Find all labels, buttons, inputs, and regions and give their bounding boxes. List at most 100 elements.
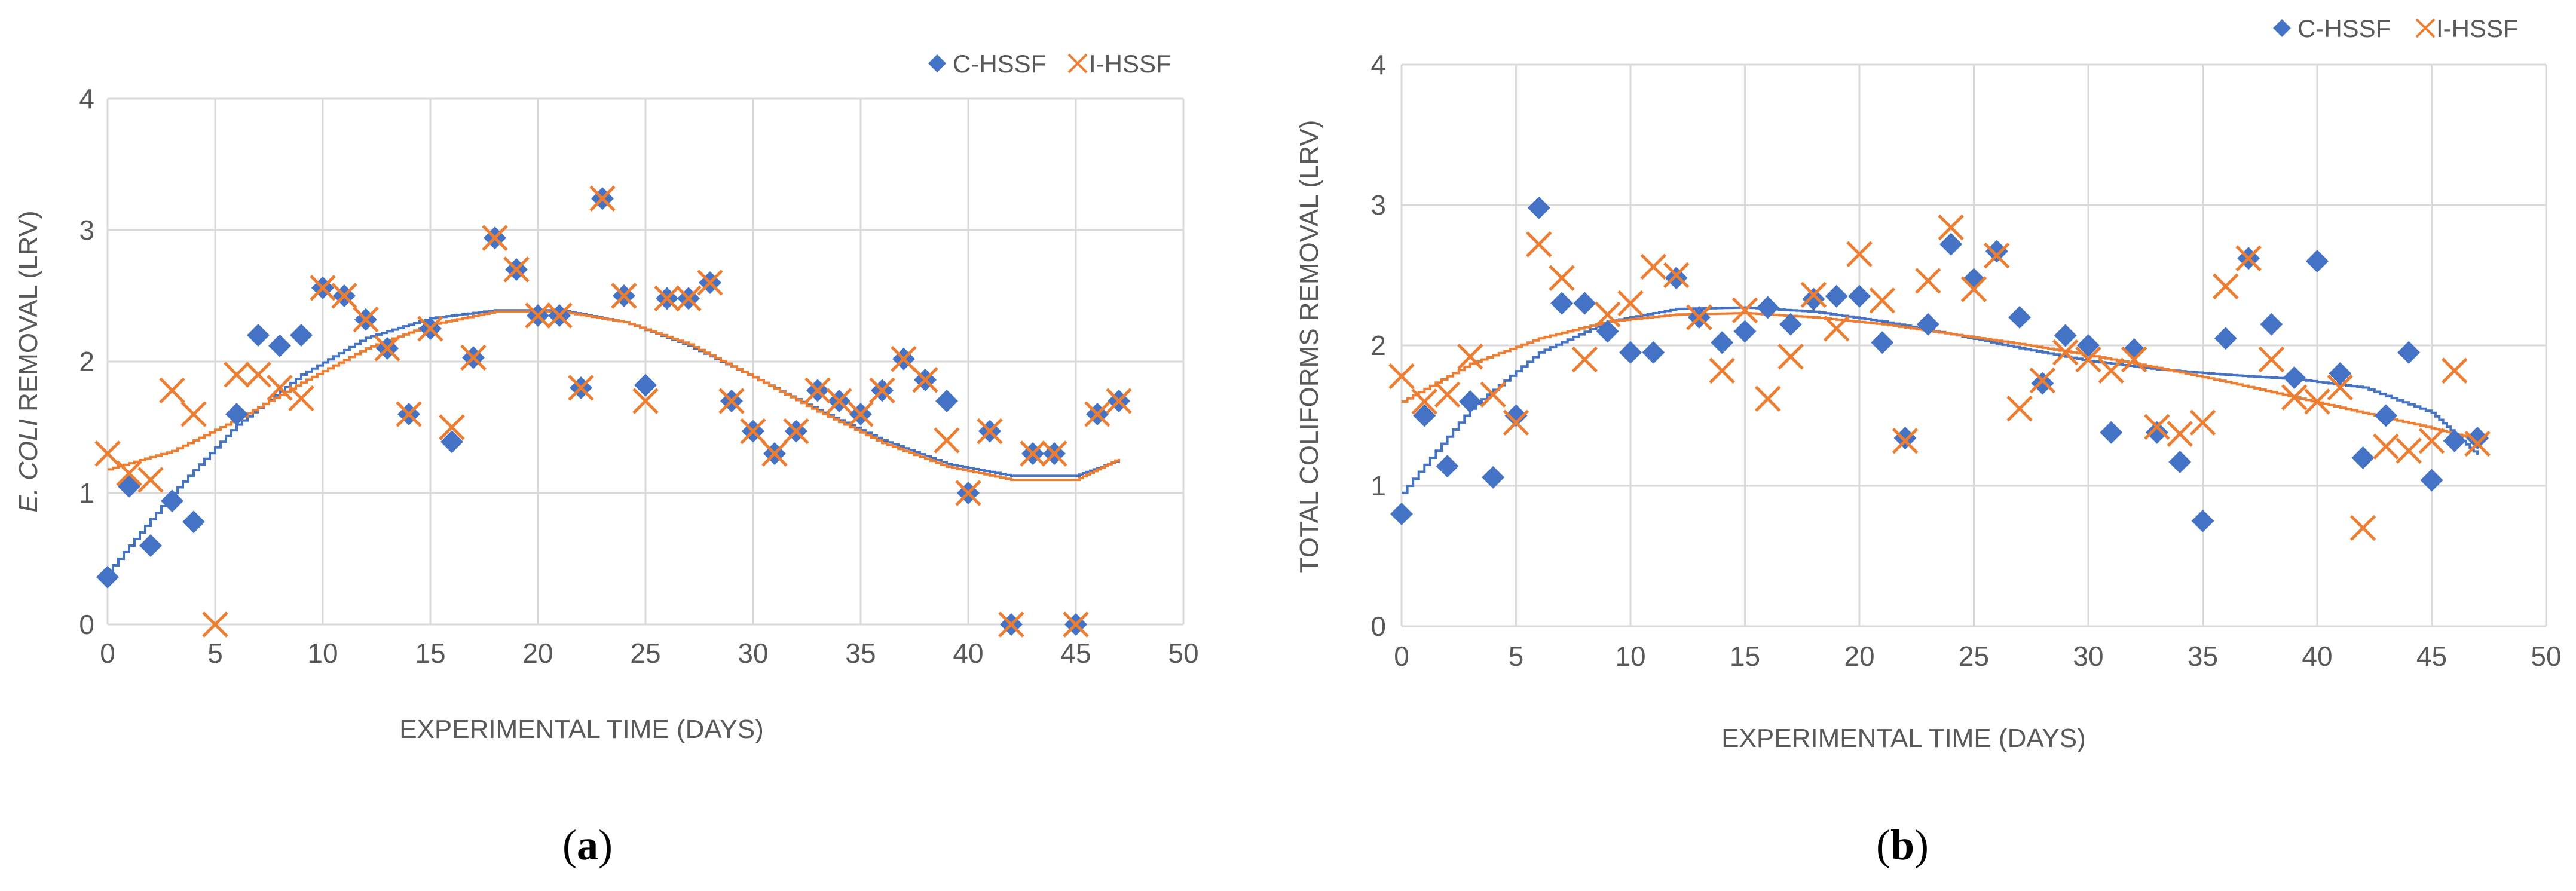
x-tick-label: 10: [307, 638, 338, 669]
data-points-b: [1388, 196, 2491, 541]
x-tick-label: 5: [1509, 641, 1524, 672]
point-c-hssf: [1482, 466, 1505, 489]
point-i-hssf: [1800, 281, 1827, 308]
point-i-hssf: [1571, 346, 1598, 373]
legend-c-hssf-b-label: C-HSSF: [2297, 14, 2391, 42]
point-i-hssf: [1823, 316, 1850, 342]
point-i-hssf: [2418, 428, 2445, 454]
point-c-hssf: [2214, 327, 2237, 350]
point-c-hssf: [1573, 292, 1596, 315]
x-tick-label: 25: [630, 638, 660, 669]
point-i-hssf: [503, 256, 530, 283]
point-c-hssf: [2283, 366, 2306, 390]
x-tick-label: 30: [738, 638, 768, 669]
point-i-hssf: [998, 611, 1024, 638]
point-i-hssf: [697, 270, 723, 296]
legend-c-hssf-a-label: C-HSSF: [953, 50, 1046, 78]
point-c-hssf: [1848, 284, 1871, 308]
y-tick-label: 3: [79, 215, 94, 246]
point-i-hssf: [525, 302, 551, 329]
point-c-hssf: [2054, 324, 2077, 347]
point-i-hssf: [310, 275, 336, 301]
point-i-hssf: [1869, 287, 1896, 314]
legend-i-hssf-b-label: I-HSSF: [2436, 14, 2519, 42]
point-c-hssf: [1596, 320, 1619, 343]
x-tick-label: 25: [1959, 641, 1989, 672]
point-c-hssf: [161, 489, 183, 513]
point-i-hssf: [2167, 421, 2193, 447]
legend-b: C-HSSF I-HSSF: [2273, 14, 2519, 42]
point-i-hssf: [2189, 409, 2216, 436]
x-tick-label: 45: [1060, 638, 1091, 669]
y-axis-title-a: E. COLI REMOVAL (LRV): [14, 210, 43, 512]
point-i-hssf: [632, 388, 659, 414]
point-i-hssf: [2442, 357, 2468, 384]
point-i-hssf: [267, 375, 293, 401]
y-tick-label: 0: [1370, 611, 1386, 642]
point-i-hssf: [353, 306, 379, 333]
point-i-hssf: [1526, 231, 1552, 258]
point-i-hssf: [482, 225, 508, 251]
point-i-hssf: [912, 367, 938, 393]
point-c-hssf: [2329, 362, 2352, 385]
trendlines-a: [108, 309, 1120, 573]
point-c-hssf: [1711, 331, 1734, 354]
point-c-hssf: [2374, 404, 2397, 427]
point-i-hssf: [675, 285, 702, 312]
gridlines-b: [1400, 63, 2547, 627]
x-tick-label: 40: [953, 638, 983, 669]
point-c-hssf: [1985, 240, 2008, 263]
gridlines-a: [106, 97, 1185, 626]
point-c-hssf: [2008, 306, 2032, 329]
legend-x-icon: [2415, 18, 2436, 38]
point-i-hssf: [2258, 346, 2285, 373]
point-i-hssf: [1755, 385, 1781, 412]
x-tick-label: 35: [2188, 641, 2218, 672]
point-i-hssf: [1892, 428, 1919, 454]
x-tick-label: 15: [415, 638, 445, 669]
point-c-hssf: [2420, 469, 2443, 492]
point-i-hssf: [804, 377, 831, 404]
data-points-a: [94, 185, 1132, 638]
point-i-hssf: [1709, 357, 1735, 384]
point-c-hssf: [1550, 292, 1574, 315]
y-tick-label: 1: [1370, 470, 1386, 501]
point-c-hssf: [2260, 313, 2283, 336]
x-tick-label: 5: [207, 638, 223, 669]
x-tick-label: 10: [1615, 641, 1645, 672]
point-i-hssf: [116, 460, 142, 486]
point-i-hssf: [1063, 611, 1089, 638]
point-i-hssf: [1457, 344, 1483, 370]
legend-x-icon: [1067, 53, 1088, 74]
point-i-hssf: [761, 440, 788, 467]
point-c-hssf: [1779, 313, 1803, 336]
point-c-hssf: [290, 324, 313, 347]
point-c-hssf: [225, 403, 248, 425]
point-c-hssf: [634, 373, 657, 397]
point-c-hssf: [1390, 503, 1413, 525]
point-c-hssf: [139, 534, 162, 557]
x-axis-title-a: EXPERIMENTAL TIME (DAYS): [399, 715, 764, 744]
point-i-hssf: [1984, 242, 2010, 269]
point-i-hssf: [1041, 440, 1067, 467]
point-c-hssf: [268, 334, 291, 357]
point-i-hssf: [718, 388, 745, 414]
panel-label-b: (b): [1876, 821, 1929, 869]
legend-diamond-icon: [928, 54, 946, 72]
point-c-hssf: [1619, 341, 1642, 364]
point-i-hssf: [2304, 388, 2330, 415]
point-c-hssf: [1504, 404, 1528, 427]
legend-c-hssf-b-marker: [2273, 19, 2291, 37]
point-i-hssf: [848, 401, 874, 427]
point-c-hssf: [1871, 331, 1894, 354]
point-i-hssf: [1411, 388, 1438, 415]
point-i-hssf: [396, 401, 422, 427]
point-i-hssf: [955, 480, 981, 506]
point-c-hssf: [1939, 232, 1963, 256]
point-c-hssf: [2031, 372, 2054, 395]
point-i-hssf: [1480, 381, 1506, 408]
point-i-hssf: [94, 440, 121, 467]
point-i-hssf: [224, 362, 250, 388]
